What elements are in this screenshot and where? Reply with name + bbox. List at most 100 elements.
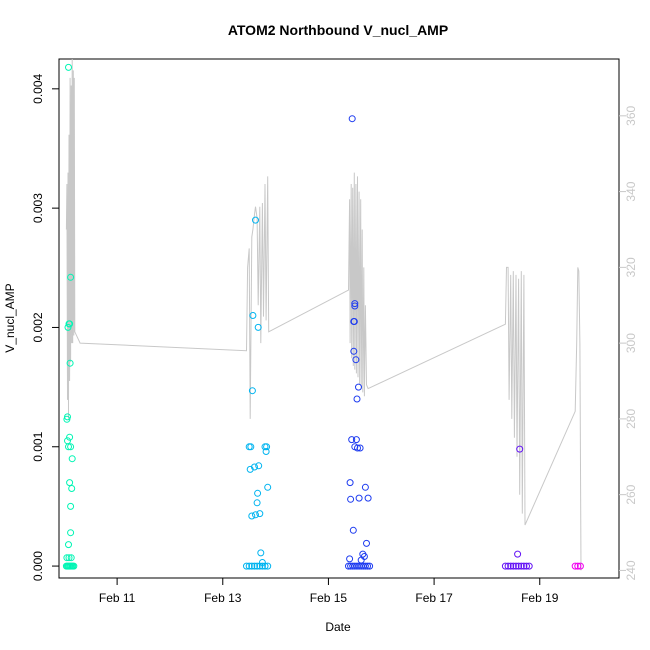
data-point: [255, 462, 263, 470]
y2-tick-label: 360: [624, 105, 638, 125]
data-point: [67, 443, 75, 451]
data-point: [501, 562, 509, 570]
data-point: [520, 562, 528, 570]
data-point: [264, 562, 272, 570]
data-point: [248, 562, 256, 570]
data-point: [515, 562, 523, 570]
data-point: [63, 415, 71, 423]
data-point: [264, 483, 272, 491]
data-point: [363, 539, 370, 547]
data-point: [67, 529, 75, 537]
data-point: [361, 562, 369, 570]
data-point: [364, 494, 372, 502]
y2-tick-label: 320: [624, 257, 638, 277]
data-point: [256, 562, 264, 570]
chart-title: ATOM2 Northbound V_nucl_AMP: [228, 22, 448, 38]
data-point: [364, 562, 371, 570]
data-point: [68, 485, 76, 492]
data-point: [243, 562, 250, 570]
data-point: [574, 562, 582, 570]
data-point: [350, 347, 358, 355]
data-point: [576, 562, 584, 570]
line-series-layer: [65, 58, 582, 571]
data-point: [254, 489, 262, 497]
y-tick-label: 0.003: [31, 193, 45, 223]
y-tick-label: 0.000: [31, 551, 45, 581]
data-point: [66, 359, 74, 367]
data-point: [354, 444, 361, 452]
data-point: [504, 562, 512, 570]
data-point: [65, 554, 73, 562]
data-point: [351, 302, 359, 310]
y-tick-label: 0.001: [31, 431, 45, 461]
data-point: [355, 383, 362, 391]
data-point: [67, 273, 75, 281]
data-point: [67, 502, 75, 510]
data-point: [516, 445, 524, 453]
y2-tick-label: 240: [624, 560, 638, 580]
data-point: [348, 115, 356, 123]
data-point: [351, 300, 359, 308]
data-point: [352, 436, 360, 444]
x-axis: Feb 11 Feb 13 Feb 15 Feb 17 Feb 19: [99, 578, 559, 605]
data-point: [66, 479, 74, 487]
data-point: [66, 320, 74, 328]
data-point: [246, 465, 254, 473]
x-tick-label: Feb 19: [521, 591, 559, 605]
y-axis-label: V_nucl_AMP: [3, 283, 17, 352]
data-point: [65, 63, 72, 71]
y-axis-left: 0.000 0.001 0.002 0.003 0.004: [31, 73, 59, 581]
data-point: [253, 562, 261, 570]
data-point: [346, 479, 354, 487]
data-point: [356, 444, 364, 452]
data-point: [251, 562, 258, 570]
data-point: [571, 562, 579, 570]
data-point: [245, 562, 253, 570]
x-axis-label: Date: [325, 620, 351, 634]
data-point: [68, 455, 76, 463]
data-point: [256, 510, 264, 518]
data-point: [67, 554, 75, 562]
x-tick-label: Feb 11: [99, 591, 136, 605]
data-point: [525, 562, 533, 570]
data-point: [258, 562, 266, 570]
data-point: [512, 562, 520, 570]
data-point: [263, 443, 271, 451]
y2-tick-label: 260: [624, 484, 638, 504]
data-point: [366, 562, 374, 570]
x-tick-label: Feb 17: [415, 591, 453, 605]
data-point: [65, 443, 72, 451]
plot-area-frame: [58, 58, 620, 579]
y2-tick-label: 280: [624, 409, 638, 429]
data-point: [63, 554, 71, 562]
data-point: [64, 323, 72, 331]
y-tick-label: 0.002: [31, 312, 45, 342]
data-point: [355, 494, 363, 502]
data-point: [523, 562, 530, 570]
data-point: [357, 556, 365, 564]
data-point: [509, 562, 517, 570]
y2-tick-label: 300: [624, 333, 638, 353]
x-tick-label: Feb 15: [310, 591, 348, 605]
data-point: [361, 483, 369, 491]
data-point: [262, 448, 270, 455]
data-point: [252, 216, 259, 224]
data-point: [353, 395, 361, 403]
data-point: [257, 549, 265, 557]
data-point: [348, 436, 356, 444]
data-point: [350, 318, 358, 325]
data-point: [65, 541, 72, 549]
data-point: [254, 323, 262, 331]
y2-tick-label: 340: [624, 181, 638, 201]
data-point: [349, 526, 357, 534]
data-point: [249, 312, 257, 319]
data-point: [252, 511, 259, 519]
y-tick-label: 0.004: [31, 73, 45, 103]
data-point: [248, 512, 256, 520]
data-point: [247, 443, 255, 451]
data-point: [507, 562, 515, 570]
y-axis-right: 240 260 280 300 320 340 360: [619, 105, 638, 580]
data-point: [352, 356, 360, 364]
data-point: [347, 495, 355, 503]
